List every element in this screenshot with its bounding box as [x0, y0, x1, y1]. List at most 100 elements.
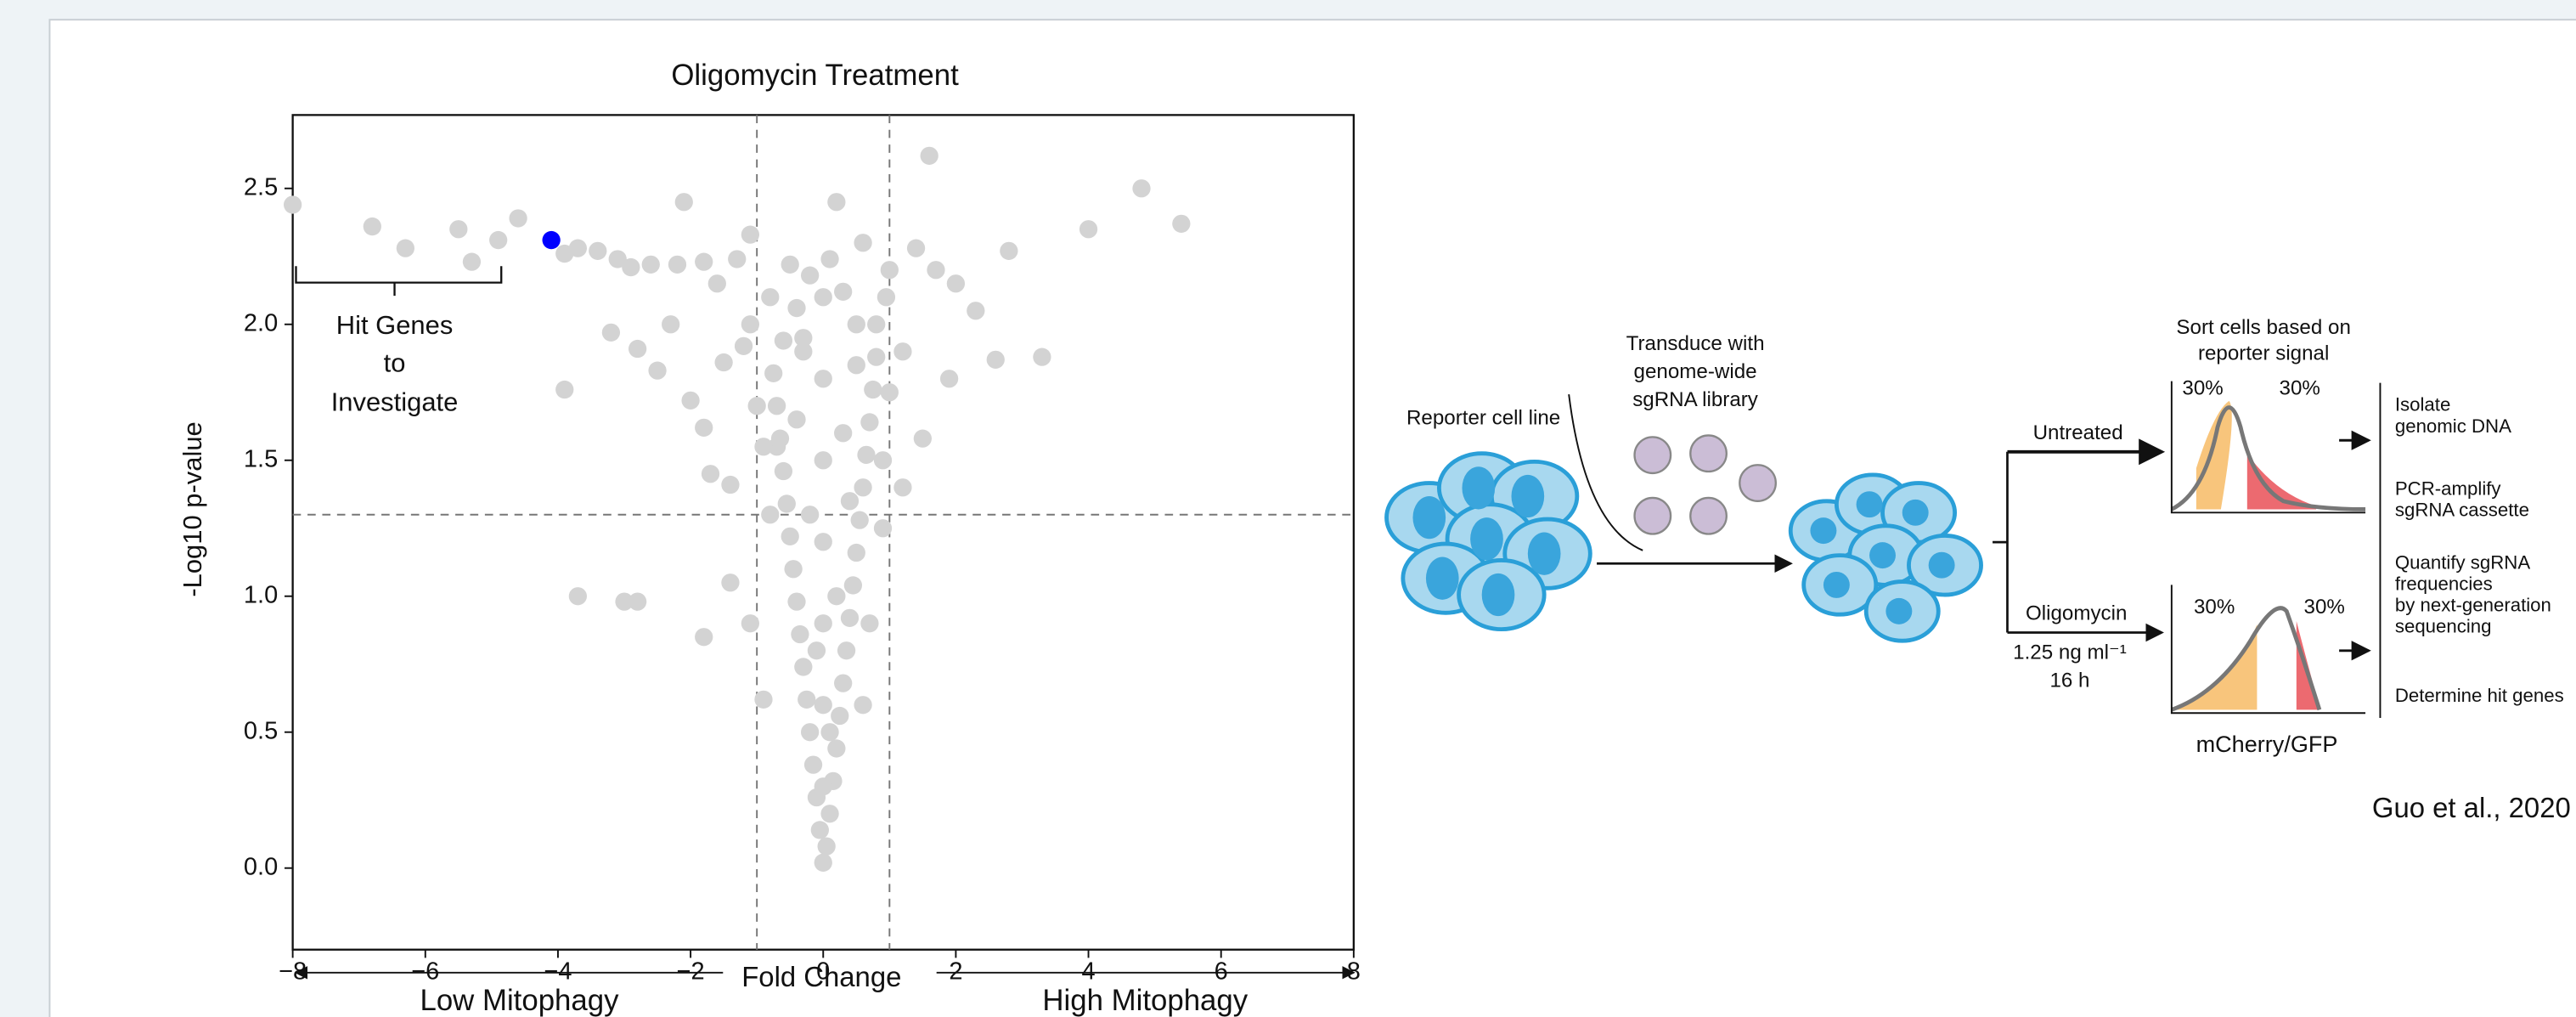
point [801, 267, 819, 285]
point [695, 419, 713, 437]
label: 30% [2304, 596, 2345, 619]
y-tick-label: 2.5 [244, 173, 278, 201]
point [761, 506, 779, 523]
point [778, 494, 796, 512]
point [781, 256, 799, 274]
point [397, 240, 414, 257]
point [864, 381, 882, 398]
point [1172, 215, 1190, 233]
point [741, 315, 759, 333]
point [967, 302, 984, 319]
point [741, 614, 759, 632]
screen: Oligomycin Treatment Fold Change -Log10 … [0, 0, 2576, 1017]
point [827, 193, 845, 211]
point [764, 364, 782, 382]
point [761, 288, 779, 306]
point [857, 446, 875, 464]
point [867, 348, 885, 366]
x-tick-label: −8 [279, 958, 307, 985]
point [787, 592, 805, 610]
point [668, 256, 686, 274]
point [768, 397, 786, 415]
point [874, 519, 892, 537]
x-tick-label: 6 [1215, 958, 1228, 985]
point [893, 342, 911, 360]
point [794, 342, 812, 360]
point [509, 209, 527, 227]
point [675, 193, 693, 211]
point [721, 476, 739, 494]
point [848, 315, 865, 333]
x-tick-label: 0 [816, 958, 830, 985]
point [837, 641, 855, 659]
point [815, 370, 832, 387]
point [708, 274, 726, 292]
label: Reporter cell line [1406, 407, 1560, 430]
point [827, 587, 845, 605]
point [815, 777, 832, 795]
point [794, 658, 812, 675]
point [628, 592, 646, 610]
x-tick-label: −2 [677, 958, 705, 985]
y-tick-label: 2.0 [244, 309, 278, 336]
label: 30% [2194, 596, 2235, 619]
point [781, 528, 799, 545]
point [791, 625, 809, 643]
point [921, 147, 939, 165]
point [874, 451, 892, 469]
point [555, 381, 573, 398]
point [1132, 179, 1150, 197]
point [741, 226, 759, 244]
label: Untreated [2033, 421, 2123, 444]
point [881, 383, 899, 401]
point [628, 340, 646, 358]
point [622, 258, 640, 276]
point [927, 261, 944, 279]
point [818, 837, 836, 855]
point [714, 353, 732, 371]
point [754, 438, 772, 455]
point [284, 195, 302, 213]
point [787, 410, 805, 428]
chart-title: Oligomycin Treatment [671, 59, 959, 92]
point [364, 218, 381, 235]
point [881, 261, 899, 279]
label: 30% [2182, 377, 2223, 400]
point [589, 242, 606, 260]
point [820, 723, 838, 741]
point [841, 609, 859, 627]
point [827, 739, 845, 757]
point [940, 370, 958, 387]
point [775, 331, 792, 349]
y-tick-label: 0.0 [244, 853, 278, 880]
point [987, 351, 1005, 369]
point [851, 511, 869, 529]
point [804, 755, 822, 773]
point [815, 696, 832, 714]
citation: Guo et al., 2020 [2372, 792, 2571, 823]
point [787, 299, 805, 317]
x-tick-label: −6 [411, 958, 439, 985]
point [914, 430, 932, 448]
page: {"chart_data": {"type": "scatter", "titl… [0, 0, 2576, 1017]
x-tick-label: 4 [1081, 958, 1095, 985]
point [815, 614, 832, 632]
point [602, 324, 620, 342]
point [569, 240, 587, 257]
point [801, 506, 819, 523]
point [449, 220, 467, 238]
point [784, 560, 802, 578]
point [841, 492, 859, 510]
point [854, 696, 871, 714]
point [728, 250, 746, 268]
point [1033, 348, 1051, 366]
label: 30% [2280, 377, 2320, 400]
point [721, 573, 739, 591]
y-axis-label: -Log10 p-value [178, 421, 207, 596]
point [542, 231, 560, 249]
point [867, 315, 885, 333]
point [662, 315, 679, 333]
point [815, 288, 832, 306]
point [811, 821, 829, 839]
